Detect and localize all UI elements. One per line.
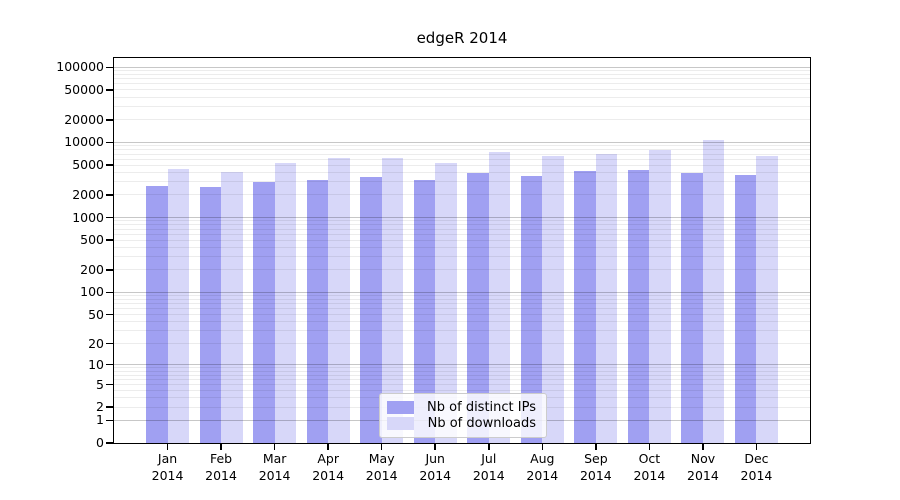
- y-tick-mark: [106, 89, 113, 91]
- y-tick-label: 50: [88, 306, 104, 322]
- y-tick-mark: [106, 119, 113, 121]
- y-tick-mark: [106, 216, 113, 219]
- bar-downloads: [756, 155, 778, 443]
- x-tick-label: Apr 2014: [312, 451, 345, 483]
- x-tick-label: Mar 2014: [258, 451, 291, 483]
- bar-downloads: [221, 171, 243, 443]
- y-tick-label: 5000: [72, 157, 104, 173]
- bar-downloads: [649, 149, 671, 443]
- chart-title: edgeR 2014: [416, 29, 508, 47]
- x-tick-mark: [327, 443, 329, 450]
- legend: Nb of distinct IPs Nb of downloads: [379, 393, 547, 438]
- plot-area: [114, 58, 810, 443]
- x-tick-mark: [273, 443, 276, 450]
- x-tick-mark: [488, 443, 490, 450]
- bar-distinct-ips: [520, 175, 543, 443]
- bar-downloads: [488, 152, 511, 443]
- x-tick-label: Nov 2014: [687, 451, 719, 483]
- y-tick-mark: [106, 164, 113, 166]
- x-tick-label: Jan 2014: [151, 451, 184, 483]
- bar-distinct-ips: [734, 174, 757, 443]
- legend-swatch-distinct-ips: [387, 401, 414, 414]
- x-tick-mark: [648, 443, 651, 450]
- bar-distinct-ips: [574, 170, 596, 443]
- y-tick-mark: [106, 342, 113, 345]
- x-tick-label: Feb 2014: [205, 451, 237, 483]
- bar-distinct-ips: [467, 172, 489, 443]
- legend-item-downloads: Nb of downloads: [387, 416, 536, 431]
- x-tick-label: Dec 2014: [740, 451, 773, 483]
- y-tick-label: 100000: [56, 59, 104, 75]
- bar-distinct-ips: [306, 179, 329, 443]
- y-tick-label: 1000: [72, 209, 104, 225]
- y-tick-mark: [106, 66, 113, 69]
- bar-distinct-ips: [627, 169, 650, 443]
- y-tick-mark: [106, 291, 113, 294]
- bars-layer: [114, 58, 810, 443]
- x-tick-mark: [434, 443, 436, 450]
- bar-downloads: [167, 168, 190, 443]
- y-tick-mark: [106, 141, 113, 144]
- y-tick-label: 1: [96, 412, 104, 428]
- y-tick-label: 50000: [64, 81, 104, 97]
- y-tick-label: 20: [88, 335, 104, 351]
- y-tick-mark: [106, 383, 113, 386]
- y-tick-label: 20000: [64, 111, 104, 127]
- bar-downloads: [274, 162, 297, 443]
- x-tick-mark: [755, 443, 758, 450]
- legend-swatch-downloads: [387, 417, 414, 430]
- bar-downloads: [381, 157, 404, 443]
- y-tick-label: 5: [96, 376, 104, 392]
- y-tick-mark: [106, 442, 113, 444]
- y-tick-mark: [106, 239, 113, 241]
- bar-downloads: [328, 158, 350, 443]
- bar-downloads: [595, 154, 618, 443]
- y-tick-mark: [106, 419, 113, 422]
- y-tick-mark: [106, 269, 113, 271]
- bar-downloads: [542, 156, 564, 443]
- bar-distinct-ips: [360, 177, 382, 443]
- y-tick-label: 500: [80, 232, 104, 248]
- bar-distinct-ips: [146, 185, 168, 443]
- y-tick-label: 10000: [64, 134, 104, 150]
- x-tick-label: Oct 2014: [633, 451, 666, 483]
- legend-label: Nb of downloads: [427, 416, 536, 431]
- y-tick-mark: [106, 363, 113, 366]
- legend-label: Nb of distinct IPs: [427, 400, 536, 415]
- y-tick-label: 0: [96, 435, 104, 450]
- x-tick-mark: [595, 443, 597, 450]
- x-tick-mark: [166, 443, 169, 450]
- x-tick-label: Aug 2014: [526, 451, 559, 483]
- x-tick-mark: [380, 443, 383, 450]
- bar-distinct-ips: [253, 181, 275, 443]
- x-tick-mark: [541, 443, 544, 450]
- bar-distinct-ips: [413, 179, 436, 443]
- y-tick-label: 100: [80, 284, 104, 300]
- bar-distinct-ips: [681, 172, 703, 443]
- x-tick-label: May 2014: [365, 451, 398, 483]
- x-tick-mark: [220, 443, 222, 450]
- x-tick-label: Sep 2014: [579, 451, 612, 483]
- bar-downloads: [702, 139, 725, 443]
- legend-item-distinct-ips: Nb of distinct IPs: [387, 400, 536, 415]
- y-tick-mark: [106, 194, 113, 196]
- y-tick-label: 10: [88, 356, 104, 372]
- x-tick-label: Jul 2014: [472, 451, 505, 483]
- bar-downloads: [435, 162, 457, 443]
- y-tick-label: 2: [96, 399, 104, 415]
- y-tick-mark: [106, 313, 113, 316]
- y-tick-label: 2000: [72, 186, 104, 202]
- x-tick-mark: [702, 443, 704, 450]
- y-tick-label: 200: [80, 261, 104, 277]
- bar-distinct-ips: [199, 186, 222, 443]
- x-tick-label: Jun 2014: [419, 451, 452, 483]
- y-tick-mark: [106, 406, 113, 408]
